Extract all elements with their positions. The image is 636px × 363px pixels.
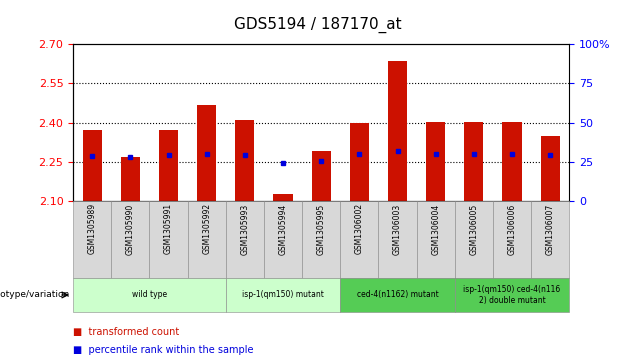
Bar bbox=[159, 130, 178, 201]
Text: GSM1305989: GSM1305989 bbox=[88, 203, 97, 254]
Bar bbox=[388, 61, 407, 201]
Text: GSM1306004: GSM1306004 bbox=[431, 203, 440, 254]
Text: ced-4(n1162) mutant: ced-4(n1162) mutant bbox=[357, 290, 438, 299]
Text: GSM1305995: GSM1305995 bbox=[317, 203, 326, 254]
Bar bbox=[197, 105, 216, 201]
Text: isp-1(qm150) ced-4(n116
2) double mutant: isp-1(qm150) ced-4(n116 2) double mutant bbox=[464, 285, 560, 305]
Bar bbox=[83, 130, 102, 201]
Text: GSM1306002: GSM1306002 bbox=[355, 203, 364, 254]
Text: GSM1305991: GSM1305991 bbox=[164, 203, 173, 254]
Text: GSM1306006: GSM1306006 bbox=[508, 203, 516, 254]
Text: GSM1305994: GSM1305994 bbox=[279, 203, 287, 254]
Bar bbox=[426, 122, 445, 201]
Bar bbox=[502, 122, 522, 201]
Text: GSM1305992: GSM1305992 bbox=[202, 203, 211, 254]
Text: ■  percentile rank within the sample: ■ percentile rank within the sample bbox=[73, 345, 254, 355]
Bar bbox=[273, 193, 293, 201]
Text: wild type: wild type bbox=[132, 290, 167, 299]
Text: GSM1305993: GSM1305993 bbox=[240, 203, 249, 254]
Bar bbox=[350, 123, 369, 201]
Bar bbox=[464, 122, 483, 201]
Bar bbox=[235, 121, 254, 201]
Text: GSM1306005: GSM1306005 bbox=[469, 203, 478, 254]
Text: genotype/variation: genotype/variation bbox=[0, 290, 70, 299]
Text: GSM1306003: GSM1306003 bbox=[393, 203, 402, 254]
Text: isp-1(qm150) mutant: isp-1(qm150) mutant bbox=[242, 290, 324, 299]
Text: GSM1306007: GSM1306007 bbox=[546, 203, 555, 254]
Text: ■  transformed count: ■ transformed count bbox=[73, 327, 179, 337]
Text: GSM1305990: GSM1305990 bbox=[126, 203, 135, 254]
Text: GDS5194 / 187170_at: GDS5194 / 187170_at bbox=[234, 16, 402, 33]
Bar bbox=[541, 136, 560, 201]
Bar bbox=[121, 157, 140, 201]
Bar bbox=[312, 151, 331, 201]
